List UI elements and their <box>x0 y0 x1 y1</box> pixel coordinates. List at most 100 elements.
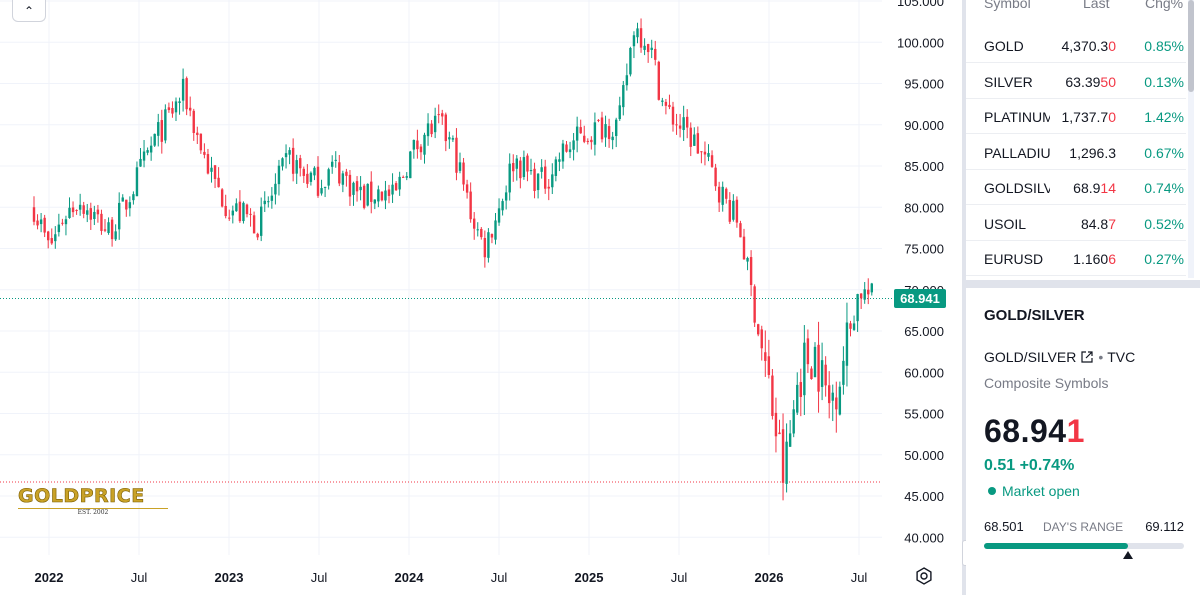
candle-body <box>575 126 579 141</box>
header-chg[interactable]: Chg% <box>1145 0 1184 11</box>
candle-body <box>845 322 849 366</box>
candle-body <box>96 209 100 215</box>
candle-body <box>394 183 398 191</box>
detail-change: 0.51 +0.74% <box>984 457 1075 474</box>
candle-body <box>412 139 416 150</box>
candle-body <box>302 168 305 176</box>
candle-body <box>426 123 430 137</box>
candle-body <box>167 107 171 111</box>
candle-body <box>249 213 252 215</box>
candle-body <box>504 192 508 201</box>
watchlist-row[interactable]: USOIL 84.87 0.52% <box>966 206 1186 241</box>
candle-body <box>57 224 61 233</box>
y-tick-label: 65.000 <box>904 324 944 339</box>
collapse-button[interactable]: ⌃ <box>12 0 46 22</box>
watchlist-scrollbar[interactable] <box>1188 0 1194 278</box>
candle-body <box>455 137 458 173</box>
header-last[interactable]: Last <box>1083 0 1110 11</box>
candle-body <box>203 151 206 155</box>
y-tick-label: 60.000 <box>904 365 944 380</box>
candle-body <box>469 191 472 220</box>
candle-body <box>732 200 735 220</box>
candle-body <box>494 220 497 240</box>
candle-body <box>551 174 554 188</box>
x-tick-label: 2026 <box>755 570 784 585</box>
candle-body <box>632 35 636 47</box>
range-high: 69.112 <box>1145 519 1184 534</box>
candle-body <box>554 159 558 176</box>
candle-body <box>458 162 462 171</box>
y-tick-label: 75.000 <box>904 242 944 257</box>
candle-body <box>433 115 437 133</box>
candle-body <box>760 329 763 349</box>
candle-body <box>132 194 135 201</box>
gear-icon[interactable] <box>914 566 934 586</box>
candle-body <box>607 126 611 139</box>
watchlist-row[interactable]: SILVER 63.3950 0.13% <box>966 64 1186 99</box>
candle-body <box>199 133 203 151</box>
range-label: DAY'S RANGE <box>1043 520 1124 534</box>
candle-body <box>355 181 359 192</box>
candle-body <box>174 101 178 113</box>
candle-body <box>813 346 817 378</box>
candle-body <box>224 205 227 217</box>
candle-body <box>110 219 114 240</box>
price-chart[interactable]: 105.000 100.000 95.000 90.000 85.000 80.000 75… <box>0 0 962 595</box>
candle-body <box>345 171 348 176</box>
watchlist-last-main: 1.160 <box>1073 251 1109 267</box>
candle-body <box>480 228 483 238</box>
candle-body <box>796 384 799 413</box>
watchlist-row[interactable]: EURUSD 1.1606 0.27% <box>966 241 1186 276</box>
candle-body <box>497 208 501 223</box>
watchlist-row[interactable]: GOLD 4,370.30 0.85% <box>966 28 1186 63</box>
watchlist-row[interactable]: PALLADIUM 1,296.3 0.67% <box>966 135 1186 170</box>
pane-divider[interactable] <box>962 0 966 595</box>
candle-body <box>540 167 543 172</box>
candle-body <box>50 238 53 244</box>
candle-body <box>519 160 522 179</box>
watchlist-row[interactable]: PLATINUM 1,737.70 1.42% <box>966 99 1186 134</box>
range-marker-icon <box>1123 551 1133 559</box>
candle-body <box>164 109 167 141</box>
watchlist-symbol: GOLDSILVER <box>984 180 1050 196</box>
detail-title: GOLD/SILVER <box>984 307 1085 324</box>
detail-symbol-row: GOLD/SILVER • TVC <box>984 349 1135 365</box>
candle-body <box>291 147 295 174</box>
candle-body <box>402 176 405 178</box>
candle-body <box>501 201 504 211</box>
candle-body <box>423 134 426 155</box>
external-link-icon[interactable] <box>1080 350 1094 364</box>
candle-body <box>572 140 575 150</box>
panel-separator[interactable] <box>966 280 1200 288</box>
header-symbol[interactable]: Symbol <box>984 0 1031 11</box>
y-tick-label: 80.000 <box>904 200 944 215</box>
candle-body <box>206 154 210 174</box>
chart-pane[interactable]: 105.000 100.000 95.000 90.000 85.000 80.000 75… <box>0 0 962 595</box>
scrollbar-thumb[interactable] <box>1188 0 1194 92</box>
watchlist-last-tick: 0 <box>1108 109 1116 125</box>
candle-body <box>646 44 650 53</box>
candle-body <box>313 167 316 176</box>
y-tick-label: 85.000 <box>904 159 944 174</box>
candle-body <box>579 127 582 134</box>
detail-symbol[interactable]: GOLD/SILVER <box>984 349 1077 365</box>
candle-body <box>64 219 68 225</box>
days-range-fill <box>984 543 1128 549</box>
candle-body <box>838 386 842 415</box>
candle-body <box>764 352 767 361</box>
x-tick-label: Jul <box>311 570 328 585</box>
dot-separator: • <box>1098 349 1104 365</box>
x-tick-label: 2023 <box>215 570 244 585</box>
y-tick-label: 40.000 <box>904 530 944 545</box>
candle-body <box>686 116 689 128</box>
watchlist-last-main: 63.39 <box>1065 73 1101 90</box>
detail-category[interactable]: Composite Symbols <box>984 375 1109 391</box>
watchlist-symbol: PLATINUM <box>984 109 1050 125</box>
candle-body <box>512 163 515 172</box>
goldprice-logo: GOLDPRICE EST. 2002 <box>18 486 176 516</box>
chevron-up-icon: ⌃ <box>23 3 35 18</box>
x-tick-label: 2022 <box>35 570 64 585</box>
candle-body <box>597 119 600 121</box>
candle-body <box>210 167 213 172</box>
